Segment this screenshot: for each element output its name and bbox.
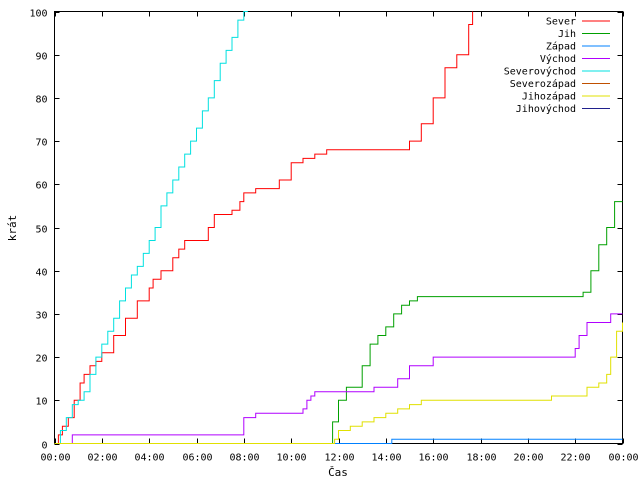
x-tick-label: 02:00 (87, 453, 117, 464)
y-tick-label: 100 (29, 9, 47, 20)
legend-label: Jih (558, 29, 576, 40)
series-line-3 (54, 313, 623, 444)
series-line-4 (54, 11, 248, 444)
legend-label: Severovýchod (504, 66, 576, 78)
x-tick-label: 00:00 (40, 453, 70, 464)
legend-label: Západ (546, 41, 576, 53)
x-tick-label: 14:00 (371, 453, 401, 464)
x-tick-label: 20:00 (513, 453, 543, 464)
y-tick-label: 20 (35, 354, 47, 365)
x-tick-label: 06:00 (182, 453, 212, 464)
series-lines (54, 11, 623, 444)
x-tick-label: 18:00 (466, 453, 496, 464)
x-axis-ticks: 00:00 02:00 04:00 06:00 08:00 10:00 12:00 14:00… (40, 11, 639, 464)
series-line-2 (54, 438, 623, 444)
x-tick-label: 08:00 (229, 453, 259, 464)
y-tick-label: 90 (35, 52, 47, 63)
y-axis-title: krát (6, 215, 19, 242)
series-line-1 (54, 201, 623, 444)
series-line-0 (54, 11, 474, 444)
y-tick-label: 30 (35, 311, 47, 322)
legend-label: Východ (540, 53, 576, 65)
legend-label: Jihovýchod (516, 103, 576, 115)
x-tick-label: 04:00 (134, 453, 164, 464)
x-tick-label: 22:00 (560, 453, 590, 464)
y-tick-label: 50 (35, 225, 47, 236)
legend-label: Sever (546, 17, 576, 28)
x-tick-label: 00:00 (608, 453, 638, 464)
x-tick-label: 10:00 (276, 453, 306, 464)
y-tick-label: 70 (35, 138, 47, 149)
y-axis-ticks: 0 10 20 30 40 50 60 70 80 90 100 (29, 9, 623, 452)
legend-label: Severozápad (510, 78, 576, 90)
y-tick-label: 40 (35, 268, 47, 279)
legend-label: Jihozápad (522, 91, 576, 103)
x-tick-label: 16:00 (418, 453, 448, 464)
series-line-6 (54, 322, 623, 444)
x-axis-title: Čas (328, 466, 348, 479)
legend: SeverJihZápadVýchodSeverovýchodSeverozáp… (504, 17, 610, 115)
y-tick-label: 0 (41, 441, 47, 452)
y-tick-label: 60 (35, 181, 47, 192)
x-tick-label: 12:00 (324, 453, 354, 464)
y-tick-label: 80 (35, 95, 47, 106)
y-tick-label: 10 (35, 397, 47, 408)
